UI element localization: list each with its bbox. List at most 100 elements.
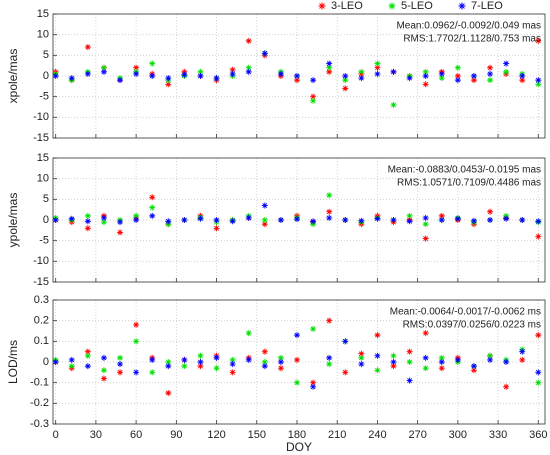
data-point [52, 217, 59, 223]
data-point [535, 379, 542, 386]
data-point [213, 365, 220, 372]
data-point [358, 354, 365, 361]
data-point [326, 192, 333, 199]
annotation: RMS:1.7702/1.1128/0.753 mas [403, 34, 541, 45]
data-point [358, 361, 365, 368]
data-point [326, 60, 333, 67]
data-point [390, 68, 397, 75]
data-point [261, 217, 268, 223]
legend-marker [318, 2, 326, 10]
data-point [358, 68, 365, 75]
y-tick-label: 15 [37, 8, 49, 20]
y-tick-label: 5 [43, 49, 49, 61]
data-point [358, 75, 365, 82]
data-point [229, 361, 236, 368]
data-point [165, 390, 172, 396]
annotation: Mean:0.0962/-0.0092/0.049 mas [396, 21, 541, 32]
y-tick-label: 10 [37, 29, 49, 41]
data-point [84, 363, 91, 370]
data-point [293, 216, 300, 223]
data-point [406, 212, 413, 219]
data-point [149, 60, 156, 67]
data-point [84, 70, 91, 77]
x-tick-label: 210 [328, 429, 346, 441]
data-point [117, 77, 124, 84]
x-tick-label: 0 [53, 429, 59, 441]
data-point [470, 217, 477, 224]
data-point [197, 352, 204, 359]
data-point [535, 332, 542, 339]
data-point [487, 70, 494, 77]
data-point [390, 101, 397, 108]
x-tick-label: 360 [529, 429, 547, 441]
data-point [310, 93, 317, 100]
data-point [454, 77, 461, 84]
data-point [438, 212, 445, 219]
data-point [100, 219, 107, 226]
data-point [374, 215, 381, 222]
data-point [519, 73, 526, 79]
data-point [100, 375, 107, 382]
data-point [422, 235, 429, 242]
y-tick-label: 0 [43, 214, 49, 226]
data-point [52, 73, 59, 79]
data-point [84, 44, 91, 51]
data-point [406, 218, 413, 225]
data-point [535, 81, 542, 88]
data-point [438, 359, 445, 365]
data-point [374, 64, 381, 71]
legend-label: 7-LEO [471, 0, 503, 12]
y-tick-label: -0.3 [30, 418, 49, 430]
data-point [487, 77, 494, 84]
data-point [422, 68, 429, 75]
data-point [149, 73, 156, 79]
data-point [487, 208, 494, 215]
data-point [245, 214, 252, 221]
data-point [100, 354, 107, 361]
data-point [133, 70, 140, 77]
data-point [390, 217, 397, 223]
data-point [406, 377, 413, 384]
annotation: Mean:-0.0883/0.0453/-0.0195 mas [388, 165, 541, 176]
data-point [519, 356, 526, 363]
y-tick-label: 0 [43, 70, 49, 82]
data-point [133, 369, 140, 376]
x-tick-label: 120 [207, 429, 225, 441]
data-point [342, 338, 349, 345]
data-point [454, 64, 461, 71]
data-point [326, 68, 333, 75]
data-point [519, 217, 526, 223]
legend-item: 7-LEO [458, 0, 503, 12]
data-point [310, 325, 317, 332]
data-point [68, 75, 75, 82]
annotation: Mean:-0.0064/-0.0017/-0.0062 ms [390, 307, 541, 318]
data-point [197, 359, 204, 365]
data-point [470, 77, 477, 84]
data-point [133, 212, 140, 219]
data-point [100, 367, 107, 374]
data-point [197, 363, 204, 370]
data-point [293, 356, 300, 363]
data-point [84, 212, 91, 219]
data-point [181, 356, 188, 363]
data-point [374, 60, 381, 67]
y-tick-label: -5 [39, 91, 49, 103]
data-point [438, 354, 445, 361]
data-point [422, 330, 429, 337]
legend-marker [458, 2, 466, 10]
data-point [68, 363, 75, 370]
data-point [165, 359, 172, 365]
data-point [181, 71, 188, 78]
data-point [358, 217, 365, 224]
data-point [342, 369, 349, 376]
data-point [487, 217, 494, 223]
data-point [438, 70, 445, 77]
x-tick-label: 60 [130, 429, 142, 441]
data-point [470, 367, 477, 374]
data-point [390, 363, 397, 370]
data-point [487, 64, 494, 71]
data-point [454, 73, 461, 79]
data-point [326, 317, 333, 324]
data-point [261, 359, 268, 365]
